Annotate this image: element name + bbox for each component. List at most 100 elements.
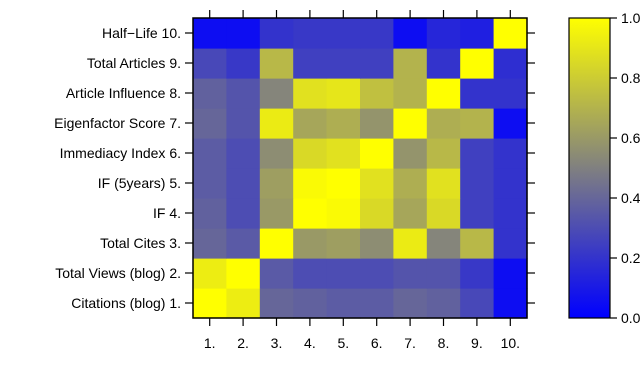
x-tick-label: 5. (337, 335, 349, 351)
heatmap-cell (293, 78, 328, 109)
heatmap-cell (326, 108, 361, 139)
heatmap-cell (193, 228, 227, 259)
heatmap-cell (226, 228, 261, 259)
heatmap-cell (226, 258, 261, 289)
heatmap-cell (293, 18, 328, 49)
heatmap-cell (259, 138, 294, 169)
heatmap-cell (259, 228, 294, 259)
x-tick-label: 2. (237, 335, 249, 351)
heatmap-cell (193, 108, 227, 139)
heatmap-cell (226, 138, 261, 169)
heatmap-cell (493, 258, 528, 289)
heatmap-cell (326, 258, 361, 289)
heatmap-cell (293, 198, 328, 229)
heatmap-cell (493, 138, 528, 169)
heatmap-cell (293, 288, 328, 319)
heatmap-cell (326, 78, 361, 109)
heatmap-cell (226, 78, 261, 109)
heatmap-cell (460, 168, 495, 199)
heatmap-cell (460, 18, 495, 49)
heatmap-cell (426, 258, 461, 289)
x-tick-label: 9. (471, 335, 483, 351)
heatmap-cell (393, 288, 428, 319)
heatmap-cell (360, 228, 394, 259)
heatmap-cell (460, 78, 495, 109)
heatmap-cell (259, 258, 294, 289)
heatmap-cell (426, 168, 461, 199)
heatmap-cell (493, 78, 528, 109)
heatmap-cell (326, 138, 361, 169)
heatmap-cell (460, 138, 495, 169)
heatmap-cell (259, 198, 294, 229)
heatmap-cell (259, 18, 294, 49)
heatmap-cell (360, 18, 394, 49)
y-tick-label: IF (5years) 5. (98, 175, 181, 191)
heatmap-cell (460, 198, 495, 229)
heatmap-cell (360, 138, 394, 169)
heatmap-cell (193, 78, 227, 109)
heatmap-cell (326, 228, 361, 259)
y-tick-label: IF 4. (153, 205, 181, 221)
colorbar-tick-label: 0.4 (621, 190, 641, 206)
heatmap-cell (360, 48, 394, 79)
heatmap-cell (259, 78, 294, 109)
heatmap-cell (326, 168, 361, 199)
heatmap-cell (226, 48, 261, 79)
heatmap-cells (193, 18, 528, 319)
heatmap-cell (493, 228, 528, 259)
heatmap-cell (293, 138, 328, 169)
x-tick-label: 10. (501, 335, 520, 351)
heatmap-cell (460, 108, 495, 139)
heatmap-cell (259, 48, 294, 79)
heatmap-cell (393, 78, 428, 109)
axis-ticks (185, 10, 535, 326)
colorbar (568, 17, 611, 319)
y-tick-label: Article Influence 8. (66, 85, 181, 101)
heatmap-cell (426, 78, 461, 109)
x-axis-labels: 1. 2. 3. 4. 5. 6. 7. 8. 9. 10. (204, 335, 520, 351)
y-tick-label: Total Articles 9. (87, 55, 181, 71)
colorbar-tick-label: 1.0 (621, 10, 641, 26)
heatmap-cell (426, 288, 461, 319)
heatmap-cell (226, 108, 261, 139)
heatmap-cell (293, 228, 328, 259)
colorbar-tick-label: 0.0 (621, 310, 641, 326)
heatmap-cell (326, 48, 361, 79)
heatmap-cell (393, 168, 428, 199)
heatmap-cell (193, 198, 227, 229)
plot-frame (192, 17, 528, 319)
heatmap-cell (226, 288, 261, 319)
heatmap-cell (360, 258, 394, 289)
heatmap-cell (360, 108, 394, 139)
y-tick-label: Citations (blog) 1. (71, 295, 181, 311)
x-tick-label: 4. (304, 335, 316, 351)
heatmap-cell (360, 198, 394, 229)
heatmap-cell (259, 288, 294, 319)
heatmap-cell (426, 18, 461, 49)
x-tick-label: 8. (438, 335, 450, 351)
y-axis-labels: Citations (blog) 1. Total Views (blog) 2.… (54, 25, 181, 311)
heatmap-cell (193, 18, 227, 49)
heatmap-cell (360, 78, 394, 109)
heatmap-cell (193, 258, 227, 289)
heatmap-cell (460, 258, 495, 289)
heatmap-cell (426, 138, 461, 169)
heatmap-cell (426, 198, 461, 229)
heatmap-cell (460, 48, 495, 79)
colorbar-tick-label: 0.8 (621, 70, 641, 86)
heatmap-cell (460, 288, 495, 319)
heatmap-cell (326, 198, 361, 229)
colorbar-tick-label: 0.6 (621, 130, 641, 146)
heatmap-cell (393, 228, 428, 259)
heatmap-cell (393, 198, 428, 229)
heatmap-cell (193, 288, 227, 319)
x-tick-label: 7. (404, 335, 416, 351)
heatmap-cell (193, 138, 227, 169)
heatmap-cell (293, 168, 328, 199)
heatmap-cell (393, 18, 428, 49)
heatmap-cell (493, 18, 528, 49)
heatmap-cell (426, 48, 461, 79)
heatmap-cell (259, 108, 294, 139)
heatmap-cell (360, 168, 394, 199)
